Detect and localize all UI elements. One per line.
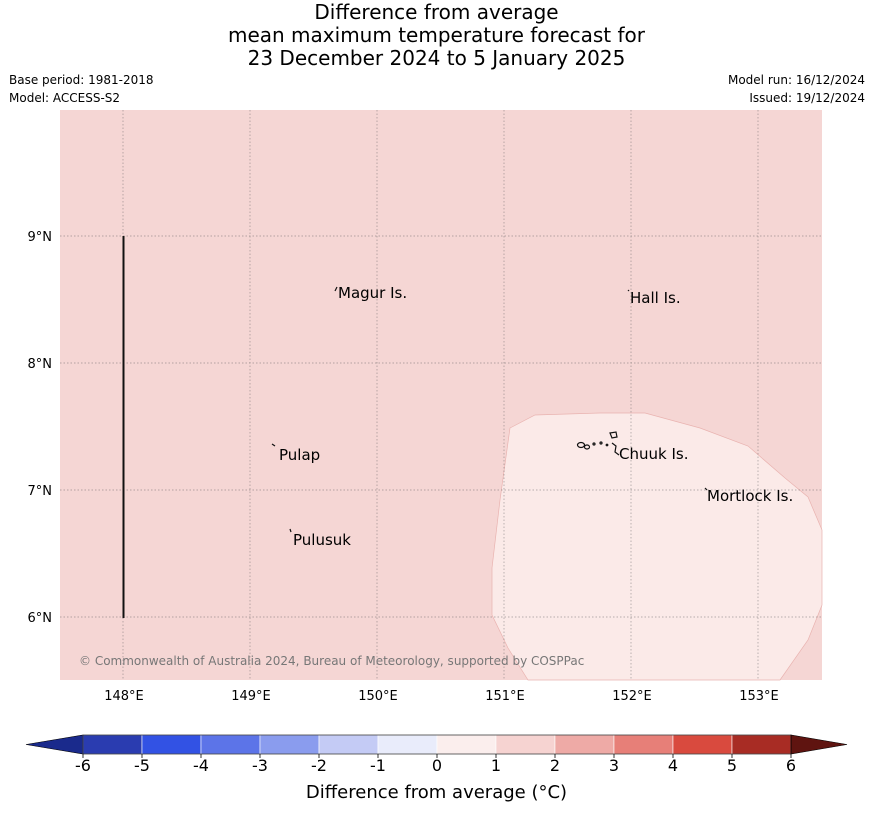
colorbar-tick-label: 3 — [609, 756, 619, 775]
chuuk-islet — [583, 444, 591, 450]
colorbar-tick-label: 5 — [727, 756, 737, 775]
lon-tick-149: 149°E — [231, 689, 271, 704]
chuuk-islet — [609, 431, 618, 439]
credit-text: © Commonwealth of Australia 2024, Bureau… — [79, 654, 584, 668]
model-run-text: Model run: 16/12/2024 — [727, 73, 865, 87]
colorbar-segment — [141, 734, 202, 755]
issued-text: Issued: 19/12/2024 — [749, 91, 865, 105]
pulusuk-island-shape — [289, 528, 292, 533]
colorbar-tick-label: -1 — [370, 756, 386, 775]
lat-tick-8: 8°N — [28, 357, 53, 372]
colorbar-segment — [731, 734, 792, 755]
label-magur-is: Magur Is. — [338, 284, 407, 302]
lon-tick-148: 148°E — [104, 689, 144, 704]
lat-tick-9: 9°N — [28, 230, 53, 245]
lon-tick-153: 153°E — [739, 689, 779, 704]
colorbar-segment — [377, 734, 438, 755]
colorbar-segment — [672, 734, 733, 755]
meta-right: Model run: 16/12/2024 Issued: 19/12/2024 — [728, 71, 865, 107]
colorbar-segment — [436, 734, 497, 755]
colorbar-tick-label: 1 — [491, 756, 501, 775]
label-mortlock-is: Mortlock Is. — [707, 487, 793, 505]
colorbar-segment — [318, 734, 379, 755]
colorbar-tick-label: -4 — [193, 756, 209, 775]
colorbar-label: Difference from average (°C) — [305, 782, 568, 803]
label-chuuk-is: Chuuk Is. — [619, 445, 688, 463]
island-markers — [271, 286, 708, 533]
colorbar-segment — [554, 734, 615, 755]
pulap-island-shape — [271, 443, 276, 447]
lon-tick-151: 151°E — [485, 689, 525, 704]
colorbar-segment — [82, 734, 143, 755]
lon-tick-152: 152°E — [612, 689, 652, 704]
chuuk-islet — [605, 443, 609, 447]
colorbar-tick-label: -3 — [252, 756, 268, 775]
chuuk-island-shapes — [576, 431, 620, 456]
label-hall-is: Hall Is. — [630, 289, 681, 307]
meta-left: Base period: 1981-2018 Model: ACCESS-S2 — [9, 71, 154, 107]
title-line-3: 23 December 2024 to 5 January 2025 — [247, 46, 626, 70]
colorbar-tick-label: -2 — [311, 756, 327, 775]
chuuk-islet — [576, 441, 586, 449]
chuuk-islet — [592, 442, 596, 446]
colorbar-extend-low — [25, 734, 84, 755]
lat-tick-6: 6°N — [28, 611, 53, 626]
hall-island-shape — [627, 289, 630, 292]
base-period-text: Base period: 1981-2018 — [9, 73, 154, 87]
magur-island-shape — [334, 286, 338, 292]
colorbar-segment — [200, 734, 261, 755]
title-line-1: Difference from average — [314, 0, 559, 24]
colorbar-extend-high — [790, 734, 848, 755]
label-pulap: Pulap — [279, 446, 320, 464]
lon-tick-150: 150°E — [358, 689, 398, 704]
chuuk-islet — [599, 441, 603, 445]
label-pulusuk: Pulusuk — [293, 531, 351, 549]
colorbar-segment — [613, 734, 674, 755]
lat-tick-7: 7°N — [28, 484, 53, 499]
colorbar-tick-label: 4 — [668, 756, 678, 775]
title-line-2: mean maximum temperature forecast for — [227, 23, 645, 47]
chuuk-islet — [611, 442, 620, 456]
colorbar-tick-label: 0 — [432, 756, 442, 775]
mortlock-island-shape — [704, 487, 708, 491]
anomaly-region — [491, 412, 823, 681]
model-text: Model: ACCESS-S2 — [9, 91, 121, 105]
colorbar-tick-label: 2 — [550, 756, 560, 775]
colorbar-tick-label: -6 — [75, 756, 91, 775]
colorbar-segment — [259, 734, 320, 755]
gridlines — [60, 110, 822, 680]
colorbar-tick-label: 6 — [786, 756, 796, 775]
colorbar: -6 -5 -4 -3 -2 -1 0 1 2 3 4 5 6 — [25, 734, 848, 775]
colorbar-tick-label: -5 — [134, 756, 150, 775]
colorbar-segment — [495, 734, 556, 755]
